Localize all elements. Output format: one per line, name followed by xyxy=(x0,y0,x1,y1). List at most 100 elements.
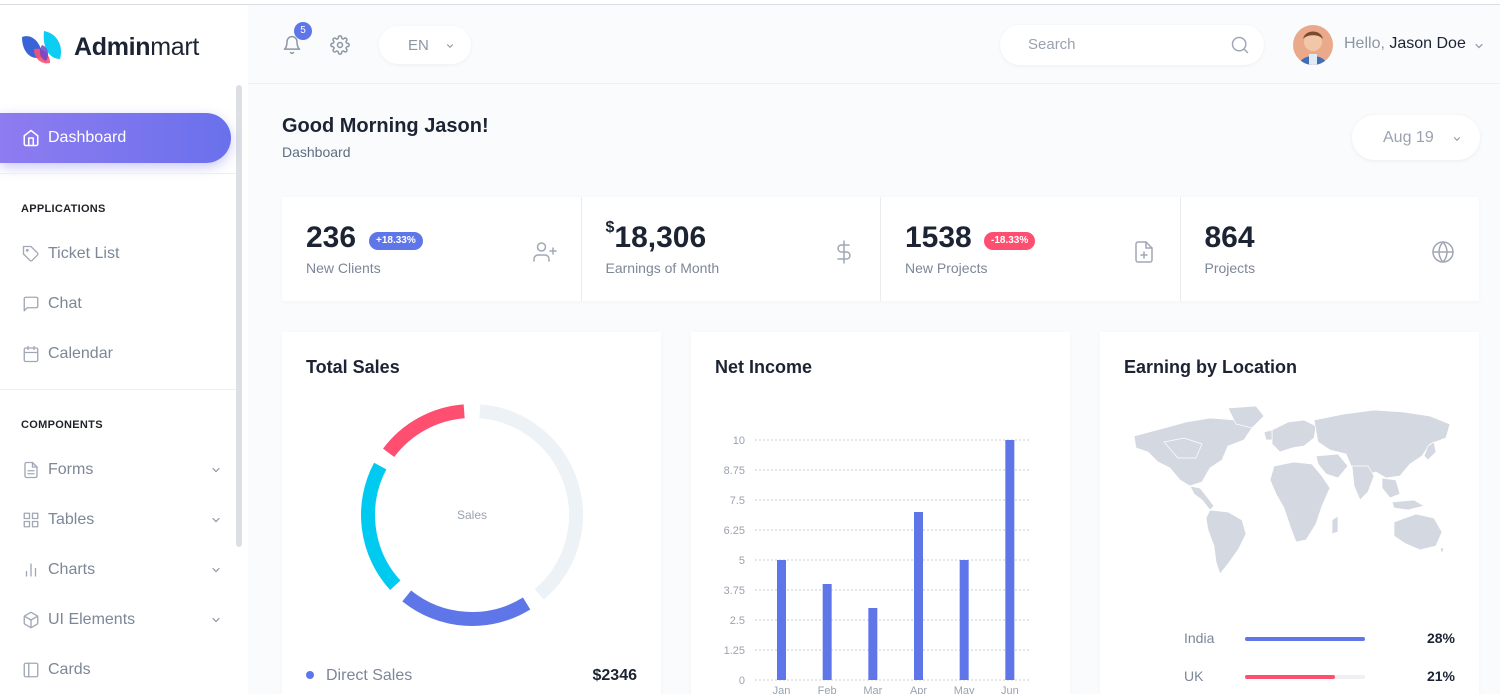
notification-badge: 5 xyxy=(294,22,312,40)
sidebar-item-ticket-list[interactable]: Ticket List xyxy=(22,242,222,266)
location-row-india: India 28% xyxy=(1100,630,1479,650)
chevron-down-icon[interactable] xyxy=(210,464,222,476)
stat-new-projects: 1538 -18.33% New Projects xyxy=(881,197,1181,301)
sidebar-item-label: Calendar xyxy=(48,345,113,362)
sidebar-item-calendar[interactable]: Calendar xyxy=(22,342,222,366)
page-title: Good Morning Jason! xyxy=(282,115,489,137)
bell-icon[interactable] xyxy=(282,35,302,55)
chevron-down-icon[interactable] xyxy=(1473,40,1485,52)
sidebar-item-tables[interactable]: Tables xyxy=(22,508,222,532)
gear-icon[interactable] xyxy=(330,35,350,55)
bar-chart-icon xyxy=(22,561,40,579)
sidebar-item-ui-elements[interactable]: UI Elements xyxy=(22,608,222,632)
location-percent: 21% xyxy=(1426,668,1455,684)
sidebar-scrollbar[interactable] xyxy=(236,85,242,547)
sidebar-item-label: Forms xyxy=(48,461,94,478)
dollar-sign-icon xyxy=(837,240,851,264)
bar-mar[interactable] xyxy=(868,608,878,680)
date-filter-select[interactable]: Aug 19 xyxy=(1352,115,1480,160)
brand-logo[interactable]: Adminmart xyxy=(20,27,199,67)
bar-may[interactable] xyxy=(959,560,969,680)
sidebar-item-dashboard[interactable]: Dashboard xyxy=(0,113,231,163)
grid-icon xyxy=(22,511,40,529)
stats-row: 236 +18.33% New Clients $18,306 Earnings… xyxy=(282,197,1479,301)
stat-earnings-of-month: $18,306 Earnings of Month xyxy=(582,197,881,301)
sidebar-item-label: Dashboard xyxy=(48,129,127,146)
bar-jun[interactable] xyxy=(1005,440,1015,680)
x-tick-label: Feb xyxy=(818,685,837,694)
stat-new-clients: 236 +18.33% New Clients xyxy=(282,197,582,301)
search-icon[interactable] xyxy=(1230,35,1250,55)
location-row-uk: UK 21% xyxy=(1100,668,1479,688)
top-header: 5 EN Hello, Jason Doe xyxy=(248,5,1500,84)
sidebar-icon xyxy=(22,661,40,679)
y-tick-label: 0 xyxy=(739,675,745,687)
file-text-icon xyxy=(22,461,40,479)
stat-label: Projects xyxy=(1204,260,1256,276)
language-value: EN xyxy=(408,36,429,54)
chevron-down-icon[interactable] xyxy=(210,564,222,576)
tag-icon xyxy=(22,245,40,263)
y-tick-label: 5 xyxy=(739,555,745,567)
box-icon xyxy=(22,611,40,629)
sidebar-item-label: Ticket List xyxy=(48,245,120,262)
sidebar-heading-components: COMPONENTS xyxy=(21,419,103,431)
sidebar-item-chat[interactable]: Chat xyxy=(22,292,222,316)
sidebar-divider xyxy=(0,173,236,174)
logo-icon xyxy=(22,31,62,64)
message-square-icon xyxy=(22,295,40,313)
y-tick-label: 10 xyxy=(733,435,745,447)
x-tick-label: May xyxy=(954,685,975,694)
stat-projects: 864 Projects xyxy=(1181,197,1480,301)
bar-jan[interactable] xyxy=(777,560,786,680)
donut-center-label: Sales xyxy=(457,508,487,522)
x-tick-label: Jun xyxy=(1001,685,1019,694)
sidebar-item-cards[interactable]: Cards xyxy=(22,658,222,682)
stat-value: 1538 xyxy=(905,221,972,254)
bar-feb[interactable] xyxy=(822,584,832,680)
sidebar-item-label: Chat xyxy=(48,295,82,312)
bar-apr[interactable] xyxy=(914,512,923,680)
window-top-rule xyxy=(0,0,1500,5)
stat-label: New Projects xyxy=(905,260,988,276)
chevron-down-icon xyxy=(1453,137,1461,142)
avatar[interactable] xyxy=(1293,25,1333,65)
search-input[interactable] xyxy=(1028,36,1218,53)
breadcrumb[interactable]: Dashboard xyxy=(282,144,351,160)
sidebar-item-charts[interactable]: Charts xyxy=(22,558,222,582)
sidebar-divider xyxy=(0,389,236,390)
x-tick-label: Apr xyxy=(910,685,927,694)
sidebar-item-forms[interactable]: Forms xyxy=(22,458,222,482)
location-name: UK xyxy=(1184,668,1204,684)
file-plus-icon xyxy=(1134,241,1153,263)
y-tick-label: 3.75 xyxy=(724,585,745,597)
location-percent: 28% xyxy=(1426,630,1455,646)
language-select[interactable]: EN xyxy=(379,26,471,64)
card-title: Earning by Location xyxy=(1124,357,1298,377)
location-progress-fill xyxy=(1245,637,1365,641)
chevron-down-icon[interactable] xyxy=(210,614,222,626)
sidebar-item-label: Cards xyxy=(48,661,91,678)
legend-dot xyxy=(306,671,314,679)
y-tick-label: 6.25 xyxy=(724,525,745,537)
y-tick-label: 7.5 xyxy=(730,495,745,507)
chevron-down-icon[interactable] xyxy=(210,514,222,526)
donut-slice[interactable] xyxy=(479,404,583,600)
date-filter-value: Aug 19 xyxy=(1383,129,1434,146)
card-net-income: Net Income 0 1.25 2.5 3.75 5 6.25 7.5 8.75 10 Jan… xyxy=(691,332,1070,694)
stat-value: $18,306 xyxy=(605,219,707,254)
donut-slice[interactable] xyxy=(361,462,401,590)
legend-item-direct-sales: Direct Sales $2346 xyxy=(306,667,637,685)
user-greeting[interactable]: Hello, Jason Doe xyxy=(1344,35,1466,52)
card-title: Net Income xyxy=(715,357,813,377)
sidebar: Adminmart Dashboard APPLICATIONS Ticket … xyxy=(0,5,248,694)
card-total-sales: Total Sales Sales Direct Sales $2346 xyxy=(282,332,661,694)
location-progress-fill xyxy=(1245,675,1335,679)
sidebar-heading-applications: APPLICATIONS xyxy=(21,203,106,215)
globe-icon xyxy=(1432,241,1454,263)
donut-chart: Sales xyxy=(361,404,583,626)
sidebar-item-label: UI Elements xyxy=(48,611,136,628)
donut-slice[interactable] xyxy=(383,404,465,458)
legend-value: $2346 xyxy=(592,667,638,684)
donut-slice-direct-sales[interactable] xyxy=(402,590,531,626)
